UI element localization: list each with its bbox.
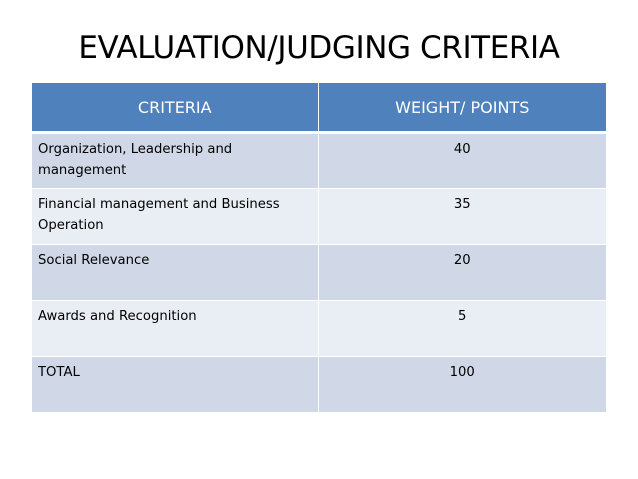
table-header-row: CRITERIA WEIGHT/ POINTS <box>32 83 606 134</box>
column-header-weight-points: WEIGHT/ POINTS <box>318 83 606 134</box>
criteria-cell: Awards and Recognition <box>32 300 319 357</box>
criteria-cell-total: TOTAL <box>32 356 319 413</box>
points-cell: 40 <box>318 132 606 189</box>
points-cell-total: 100 <box>318 356 606 413</box>
criteria-cell: Organization, Leadership and management <box>32 132 319 189</box>
table-row: Social Relevance 20 <box>32 244 606 301</box>
points-cell: 20 <box>318 244 606 301</box>
table-row: Awards and Recognition 5 <box>32 300 606 357</box>
points-cell: 35 <box>318 188 606 245</box>
criteria-cell: Financial management and Business Operat… <box>32 188 319 245</box>
points-cell: 5 <box>318 300 606 357</box>
table-row: Organization, Leadership and management … <box>32 132 606 189</box>
criteria-table: CRITERIA WEIGHT/ POINTS Organization, Le… <box>32 83 606 413</box>
table-row-total: TOTAL 100 <box>32 356 606 413</box>
slide-title: EVALUATION/JUDGING CRITERIA <box>78 30 560 66</box>
table-row: Financial management and Business Operat… <box>32 188 606 245</box>
column-header-criteria: CRITERIA <box>32 83 319 134</box>
criteria-cell: Social Relevance <box>32 244 319 301</box>
